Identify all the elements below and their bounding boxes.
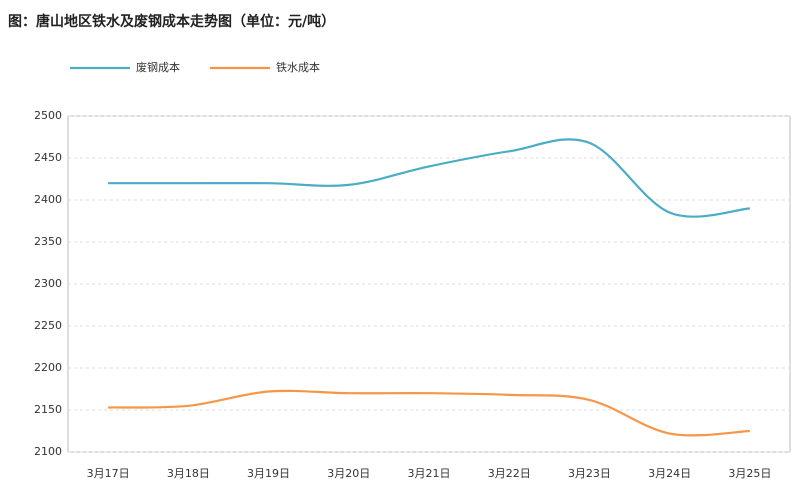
legend-label: 废钢成本 [136,60,180,74]
y-tick-label: 2100 [34,445,62,458]
x-tick-label: 3月23日 [568,467,611,480]
x-tick-label: 3月22日 [488,467,531,480]
x-tick-label: 3月17日 [87,467,130,480]
x-tick-label: 3月21日 [408,467,451,480]
y-tick-label: 2300 [34,277,62,290]
y-tick-label: 2350 [34,235,62,248]
x-tick-label: 3月19日 [247,467,290,480]
chart-title: 图：唐山地区铁水及废钢成本走势图（单位：元/吨） [8,13,335,30]
legend-label: 铁水成本 [276,60,320,74]
x-tick-label: 3月25日 [728,467,771,480]
line-series [108,138,750,218]
y-tick-label: 2250 [34,319,62,332]
x-tick-label: 3月24日 [648,467,691,480]
line-series [108,389,750,437]
y-tick-label: 2200 [34,361,62,374]
y-tick-label: 2450 [34,151,62,164]
x-tick-label: 3月20日 [327,467,370,480]
y-tick-label: 2500 [34,109,62,122]
y-tick-label: 2400 [34,193,62,206]
x-tick-label: 3月18日 [167,467,210,480]
y-tick-label: 2150 [34,403,62,416]
